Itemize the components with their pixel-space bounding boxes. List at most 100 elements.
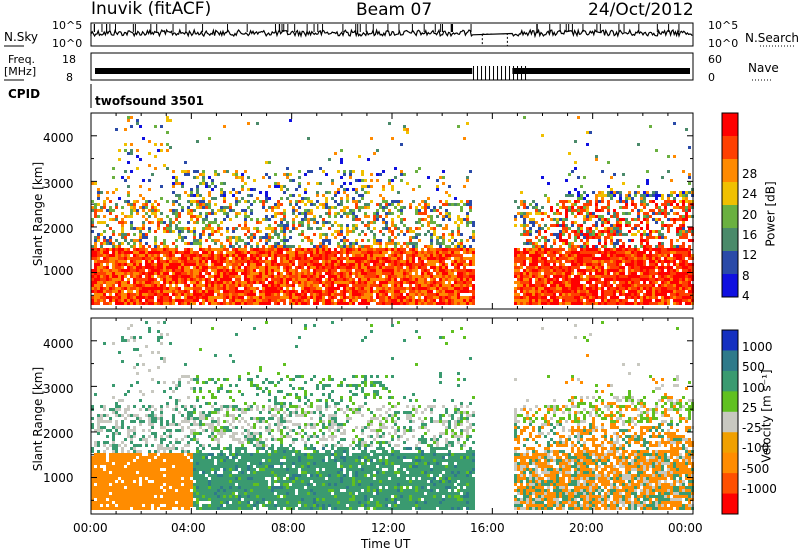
power-cell (328, 191, 331, 194)
power-cell (382, 293, 385, 296)
power-cell (541, 257, 544, 260)
power-cell (232, 272, 235, 275)
power-cell (337, 260, 340, 263)
power-cell (631, 296, 634, 299)
power-cell (139, 230, 142, 233)
power-cell (199, 245, 202, 248)
power-cell (379, 284, 382, 287)
power-cell (670, 284, 673, 287)
power-cell (343, 284, 346, 287)
power-cell (358, 155, 361, 158)
power-cell (238, 254, 241, 257)
power-cell (550, 248, 553, 251)
power-cell (232, 257, 235, 260)
power-cell (340, 293, 343, 296)
power-cell (355, 188, 358, 191)
power-cell (274, 302, 277, 305)
power-cell (643, 254, 646, 257)
power-cell (229, 275, 232, 278)
power-cell (190, 191, 193, 194)
power-cell (112, 290, 115, 293)
power-cell (391, 281, 394, 284)
power-cell (283, 224, 286, 227)
power-cell (289, 293, 292, 296)
power-cell (643, 206, 646, 209)
power-cell (454, 278, 457, 281)
power-cell (196, 281, 199, 284)
power-cell (127, 272, 130, 275)
power-cell (472, 236, 475, 239)
power-cell (433, 275, 436, 278)
power-cell (454, 254, 457, 257)
power-cell (124, 236, 127, 239)
power-cell (328, 284, 331, 287)
power-cell (211, 281, 214, 284)
power-cell (241, 281, 244, 284)
power-cell (430, 263, 433, 266)
power-cell (304, 278, 307, 281)
power-cell (451, 290, 454, 293)
power-cell (148, 299, 151, 302)
power-cell (529, 233, 532, 236)
power-cell (553, 248, 556, 251)
power-cell (238, 278, 241, 281)
power-cell (562, 266, 565, 269)
power-cell (652, 230, 655, 233)
power-cell (271, 227, 274, 230)
power-cell (577, 302, 580, 305)
power-cell (190, 218, 193, 221)
power-cell (148, 200, 151, 203)
power-cell (355, 296, 358, 299)
power-cell (574, 233, 577, 236)
power-cell (658, 293, 661, 296)
power-cell (190, 299, 193, 302)
power-cell (385, 293, 388, 296)
power-cell (532, 218, 535, 221)
power-cell (343, 263, 346, 266)
power-cell (355, 260, 358, 263)
power-cell (112, 287, 115, 290)
power-cell (340, 248, 343, 251)
power-cell (628, 221, 631, 224)
power-cell (661, 203, 664, 206)
power-cell (130, 257, 133, 260)
power-cell (607, 284, 610, 287)
power-cell (259, 239, 262, 242)
power-cell (307, 248, 310, 251)
power-cell (451, 254, 454, 257)
power-cell (184, 287, 187, 290)
power-cell (325, 266, 328, 269)
power-cell (580, 233, 583, 236)
power-cell (595, 221, 598, 224)
power-cell (235, 284, 238, 287)
noise-trace (90, 24, 693, 47)
power-cell (541, 281, 544, 284)
power-cell (271, 281, 274, 284)
power-cell (172, 290, 175, 293)
power-cell (301, 299, 304, 302)
power-cell (244, 212, 247, 215)
power-cell (160, 302, 163, 305)
power-cell (541, 290, 544, 293)
power-cell (145, 293, 148, 296)
power-cell (253, 302, 256, 305)
power-cell (550, 254, 553, 257)
power-cell (634, 251, 637, 254)
power-cell (160, 125, 163, 128)
power-cell (523, 233, 526, 236)
power-cell (292, 284, 295, 287)
power-cell (301, 200, 304, 203)
power-cell (466, 212, 469, 215)
power-cell (664, 266, 667, 269)
power-cell (232, 173, 235, 176)
power-cell (598, 281, 601, 284)
power-cell (142, 296, 145, 299)
power-cell (469, 245, 472, 248)
power-cell (163, 245, 166, 248)
power-cell (445, 296, 448, 299)
power-cell (292, 254, 295, 257)
power-cell (622, 248, 625, 251)
power-cell (163, 242, 166, 245)
power-cell (127, 194, 130, 197)
power-cell (571, 281, 574, 284)
